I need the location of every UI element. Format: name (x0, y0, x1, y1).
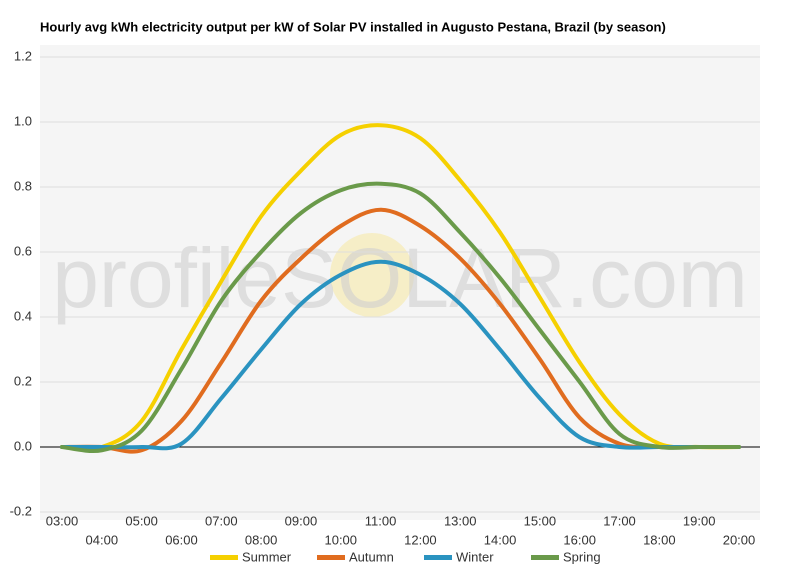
y-tick-label: 1.2 (14, 48, 32, 63)
legend-swatch (210, 555, 238, 560)
x-tick-label: 16:00 (563, 532, 596, 547)
legend-label: Winter (456, 549, 494, 564)
legend-swatch (531, 555, 559, 560)
x-tick-label: 15:00 (524, 513, 557, 528)
series-line (60, 181, 741, 453)
watermark: profileSOLAR.com (52, 231, 748, 325)
x-tick-label: 14:00 (484, 532, 517, 547)
legend-swatch (424, 555, 452, 560)
x-tick-label: 18:00 (643, 532, 676, 547)
series-line (60, 123, 741, 451)
x-tick-label: 09:00 (285, 513, 318, 528)
watermark-sun (330, 233, 414, 317)
series-line (60, 207, 741, 454)
chart-title: Hourly avg kWh electricity output per kW… (40, 19, 666, 34)
y-tick-label: 0.8 (14, 178, 32, 193)
series-line (60, 259, 741, 451)
x-tick-label: 10:00 (324, 532, 357, 547)
x-tick-label: 08:00 (245, 532, 278, 547)
x-tick-label: 07:00 (205, 513, 238, 528)
legend-label: Autumn (349, 549, 394, 564)
x-tick-label: 12:00 (404, 532, 437, 547)
legend-swatch (317, 555, 345, 560)
x-tick-label: 06:00 (165, 532, 198, 547)
y-tick-label: -0.2 (10, 503, 32, 518)
x-tick-label: 13:00 (444, 513, 477, 528)
x-tick-label: 19:00 (683, 513, 716, 528)
x-tick-label: 11:00 (365, 513, 397, 528)
y-tick-label: 0.2 (14, 373, 32, 388)
x-tick-label: 04:00 (86, 532, 119, 547)
y-tick-label: 0.6 (14, 243, 32, 258)
legend-label: Spring (563, 549, 601, 564)
x-tick-label: 20:00 (723, 532, 756, 547)
y-tick-label: 1.0 (14, 113, 32, 128)
y-tick-label: 0.4 (14, 308, 32, 323)
x-tick-label: 05:00 (125, 513, 158, 528)
legend-label: Summer (242, 549, 292, 564)
x-tick-label: 03:00 (46, 513, 79, 528)
x-tick-label: 17:00 (603, 513, 636, 528)
y-tick-label: 0.0 (14, 438, 32, 453)
